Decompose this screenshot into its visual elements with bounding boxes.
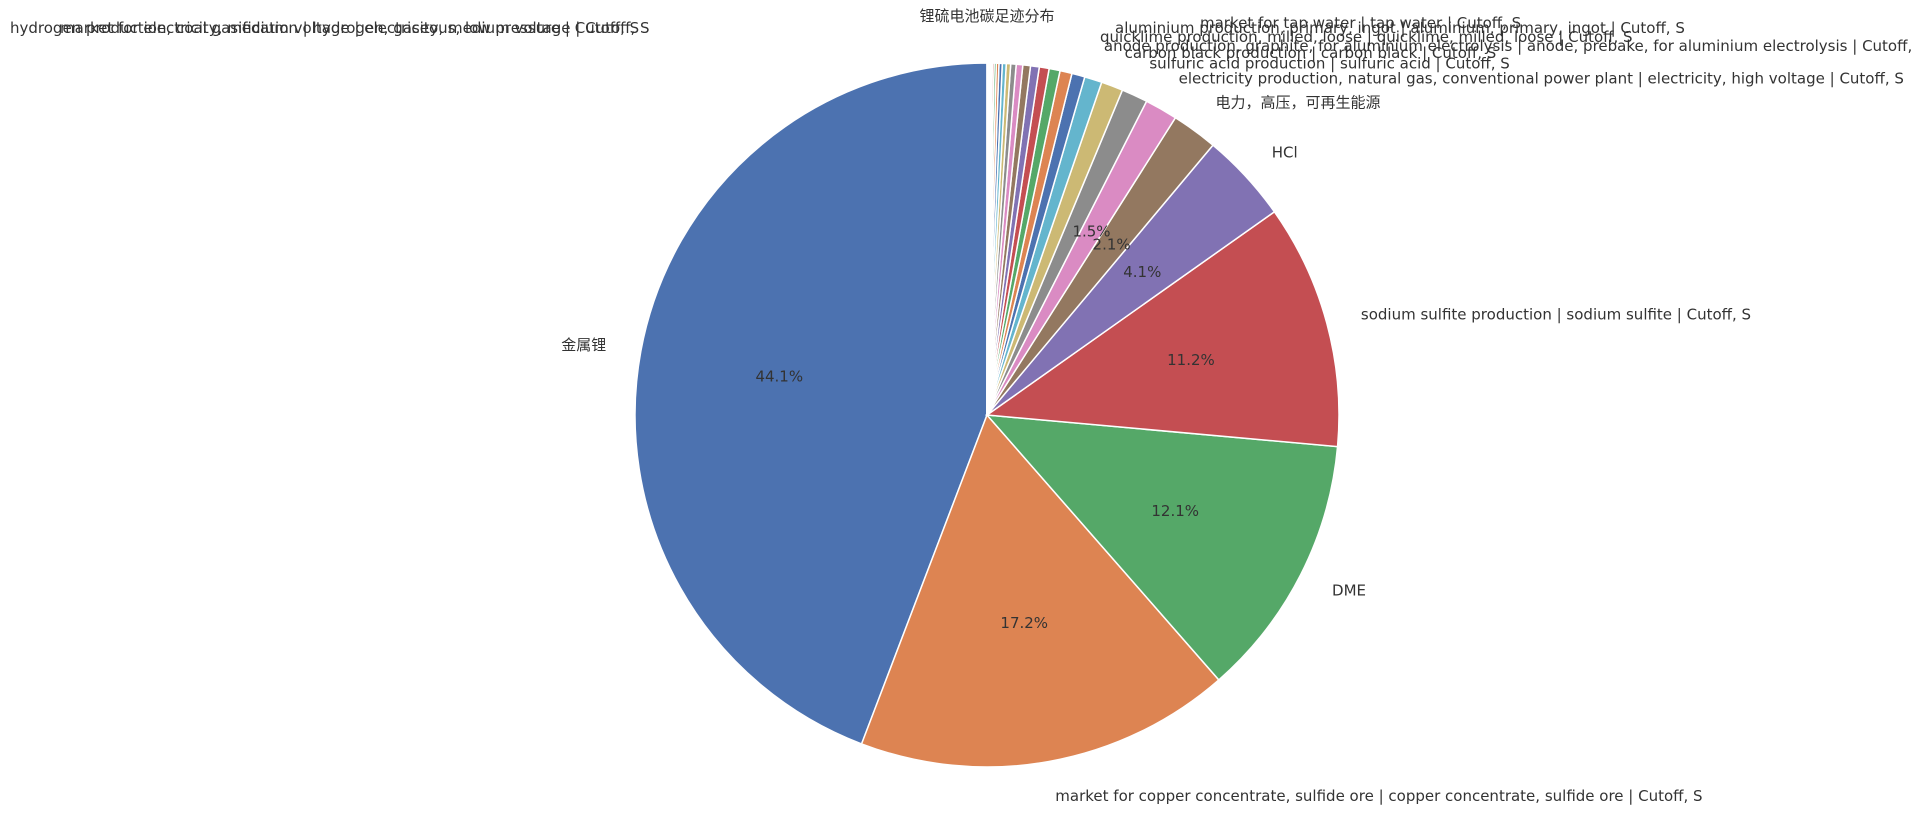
slice-percent-label: 1.5% [1072, 222, 1110, 240]
overflow-slice-label: market for tap water | tap water | Cutof… [1200, 14, 1521, 32]
pie-slices [634, 62, 1340, 768]
slice-percent-label: 17.2% [1000, 614, 1048, 632]
pie-slice [985, 414, 1339, 681]
slice-label: DME [1332, 582, 1366, 600]
slice-percent-label: 2.1% [1093, 235, 1131, 253]
pie-slice [634, 62, 988, 745]
slice-label: anode production, graphite, for aluminiu… [1104, 37, 1913, 55]
slice-label: electricity production, natural gas, con… [1179, 70, 1904, 88]
slice-label: 金属锂 [561, 336, 606, 354]
percent-labels: 44.1% 17.2% 12.1% 11.2% 4.1% 2.1%1.5% [755, 222, 1214, 631]
overflow-labels: hydrogen production, coal gasification |… [10, 14, 1685, 46]
pie-slice [984, 210, 1340, 448]
pie-slice [860, 413, 1220, 768]
overflow-slice-label: quicklime production, milled, loose | qu… [1100, 28, 1633, 46]
slice-label: HCl [1272, 144, 1298, 162]
overflow-slice-label: aluminium production, primary, ingot | a… [1115, 19, 1685, 37]
slice-labels: 金属锂 market for copper concentrate, sulfid… [561, 37, 1913, 805]
slice-percent-label: 11.2% [1167, 351, 1215, 369]
slice-label: sodium sulfite production | sodium sulfi… [1361, 305, 1751, 323]
slice-label: carbon black production | carbon black |… [1125, 44, 1497, 62]
slice-percent-label: 4.1% [1123, 263, 1161, 281]
overflow-slice-label: hydrogen production, coal gasification |… [10, 19, 639, 37]
slice-label: 电力，高压，可再生能源 [1215, 93, 1380, 111]
slice-percent-label: 12.1% [1151, 502, 1199, 520]
slice-label: sulfuric acid production | sulfuric acid… [1149, 54, 1509, 72]
chart-title: 锂硫电池碳足迹分布 [919, 7, 1054, 25]
overflow-slice-label: market for electricity, medium voltage |… [60, 19, 650, 37]
slice-percent-label: 44.1% [755, 368, 803, 386]
slice-label: market for copper concentrate, sulfide o… [1055, 787, 1702, 805]
